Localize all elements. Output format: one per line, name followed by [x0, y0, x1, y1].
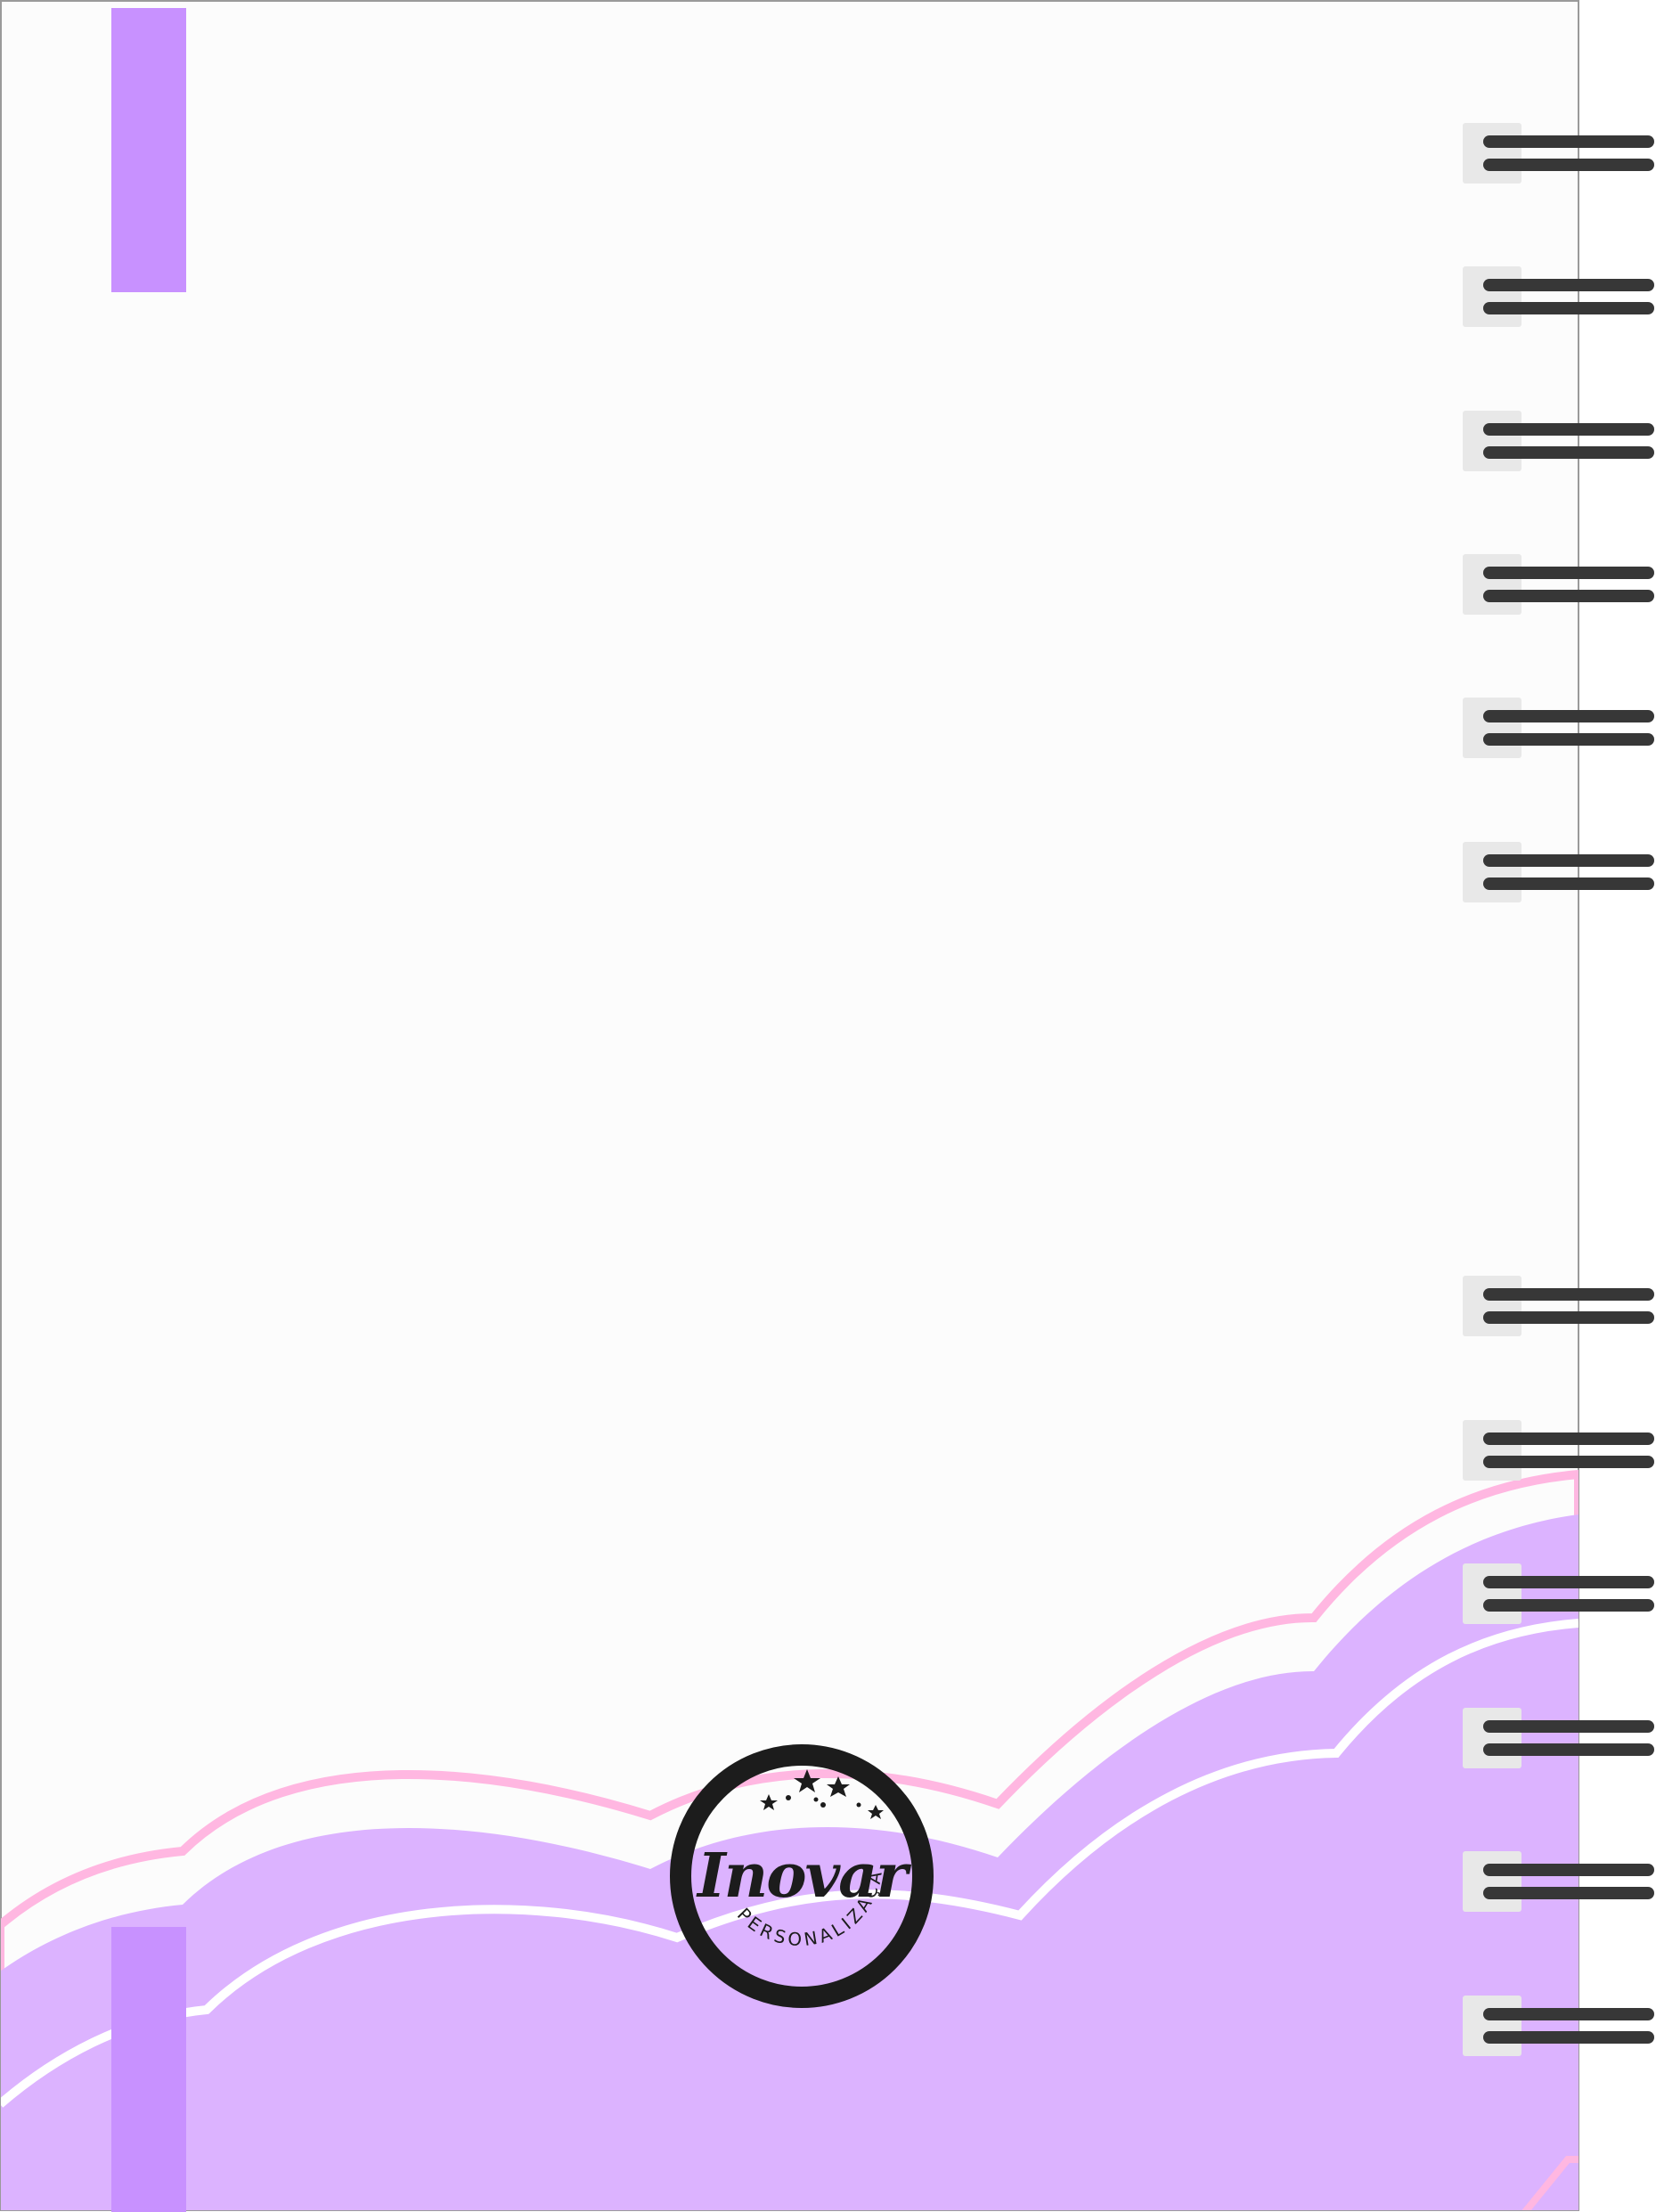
ring-wire [1483, 302, 1654, 314]
spiral-ring [1461, 1851, 1656, 1912]
ring-wire [1483, 423, 1654, 436]
ring-wire [1483, 1456, 1654, 1468]
spiral-ring [1461, 266, 1656, 327]
ring-hole [1463, 266, 1521, 327]
ring-wire [1483, 1720, 1654, 1733]
spiral-ring [1461, 1708, 1656, 1768]
ring-wire [1483, 1311, 1654, 1324]
spiral-ring [1461, 123, 1656, 184]
elastic-strap-top [111, 8, 186, 292]
spiral-ring [1461, 1276, 1656, 1336]
spiral-ring [1461, 698, 1656, 758]
seal-brand-name: Inovar [697, 1841, 908, 1912]
brand-seal-logo: PERSONALIZAÇÃO Inovar [661, 1727, 934, 2008]
ring-wire [1483, 1887, 1654, 1899]
ring-hole [1463, 1276, 1521, 1336]
ring-wire [1483, 159, 1654, 171]
ring-wire [1483, 854, 1654, 867]
cloud-front [1, 1514, 1579, 2210]
spiral-ring [1461, 1563, 1656, 1624]
ring-wire [1483, 567, 1654, 579]
spiral-ring [1461, 842, 1656, 902]
ring-wire [1483, 1599, 1654, 1612]
ring-wire [1483, 1864, 1654, 1876]
ring-hole [1463, 1996, 1521, 2056]
ring-wire [1483, 877, 1654, 890]
ring-hole [1463, 1851, 1521, 1912]
spiral-ring [1461, 554, 1656, 615]
ring-wire [1483, 733, 1654, 746]
ring-wire [1483, 710, 1654, 722]
ring-wire [1483, 2008, 1654, 2020]
ring-hole [1463, 842, 1521, 902]
corner-pink-line [1521, 2156, 1579, 2210]
ring-hole [1463, 411, 1521, 471]
ring-wire [1483, 590, 1654, 602]
elastic-strap-bottom [111, 1927, 186, 2212]
ring-hole [1463, 1420, 1521, 1481]
spiral-ring [1461, 411, 1656, 471]
spiral-ring [1461, 1996, 1656, 2056]
ring-wire [1483, 2031, 1654, 2044]
ring-wire [1483, 1743, 1654, 1756]
ring-hole [1463, 698, 1521, 758]
ring-wire [1483, 279, 1654, 291]
ring-hole [1463, 123, 1521, 184]
seal-ring: PERSONALIZAÇÃO [661, 1727, 934, 2008]
ring-hole [1463, 1563, 1521, 1624]
ring-wire [1483, 1432, 1654, 1445]
ring-hole [1463, 1708, 1521, 1768]
ring-wire [1483, 446, 1654, 459]
ring-wire [1483, 1288, 1654, 1301]
ring-wire [1483, 135, 1654, 148]
spiral-ring [1461, 1420, 1656, 1481]
ring-wire [1483, 1576, 1654, 1588]
stars-icon [760, 1769, 884, 1819]
cloud-inner-line [1, 1619, 1579, 2108]
ring-hole [1463, 554, 1521, 615]
